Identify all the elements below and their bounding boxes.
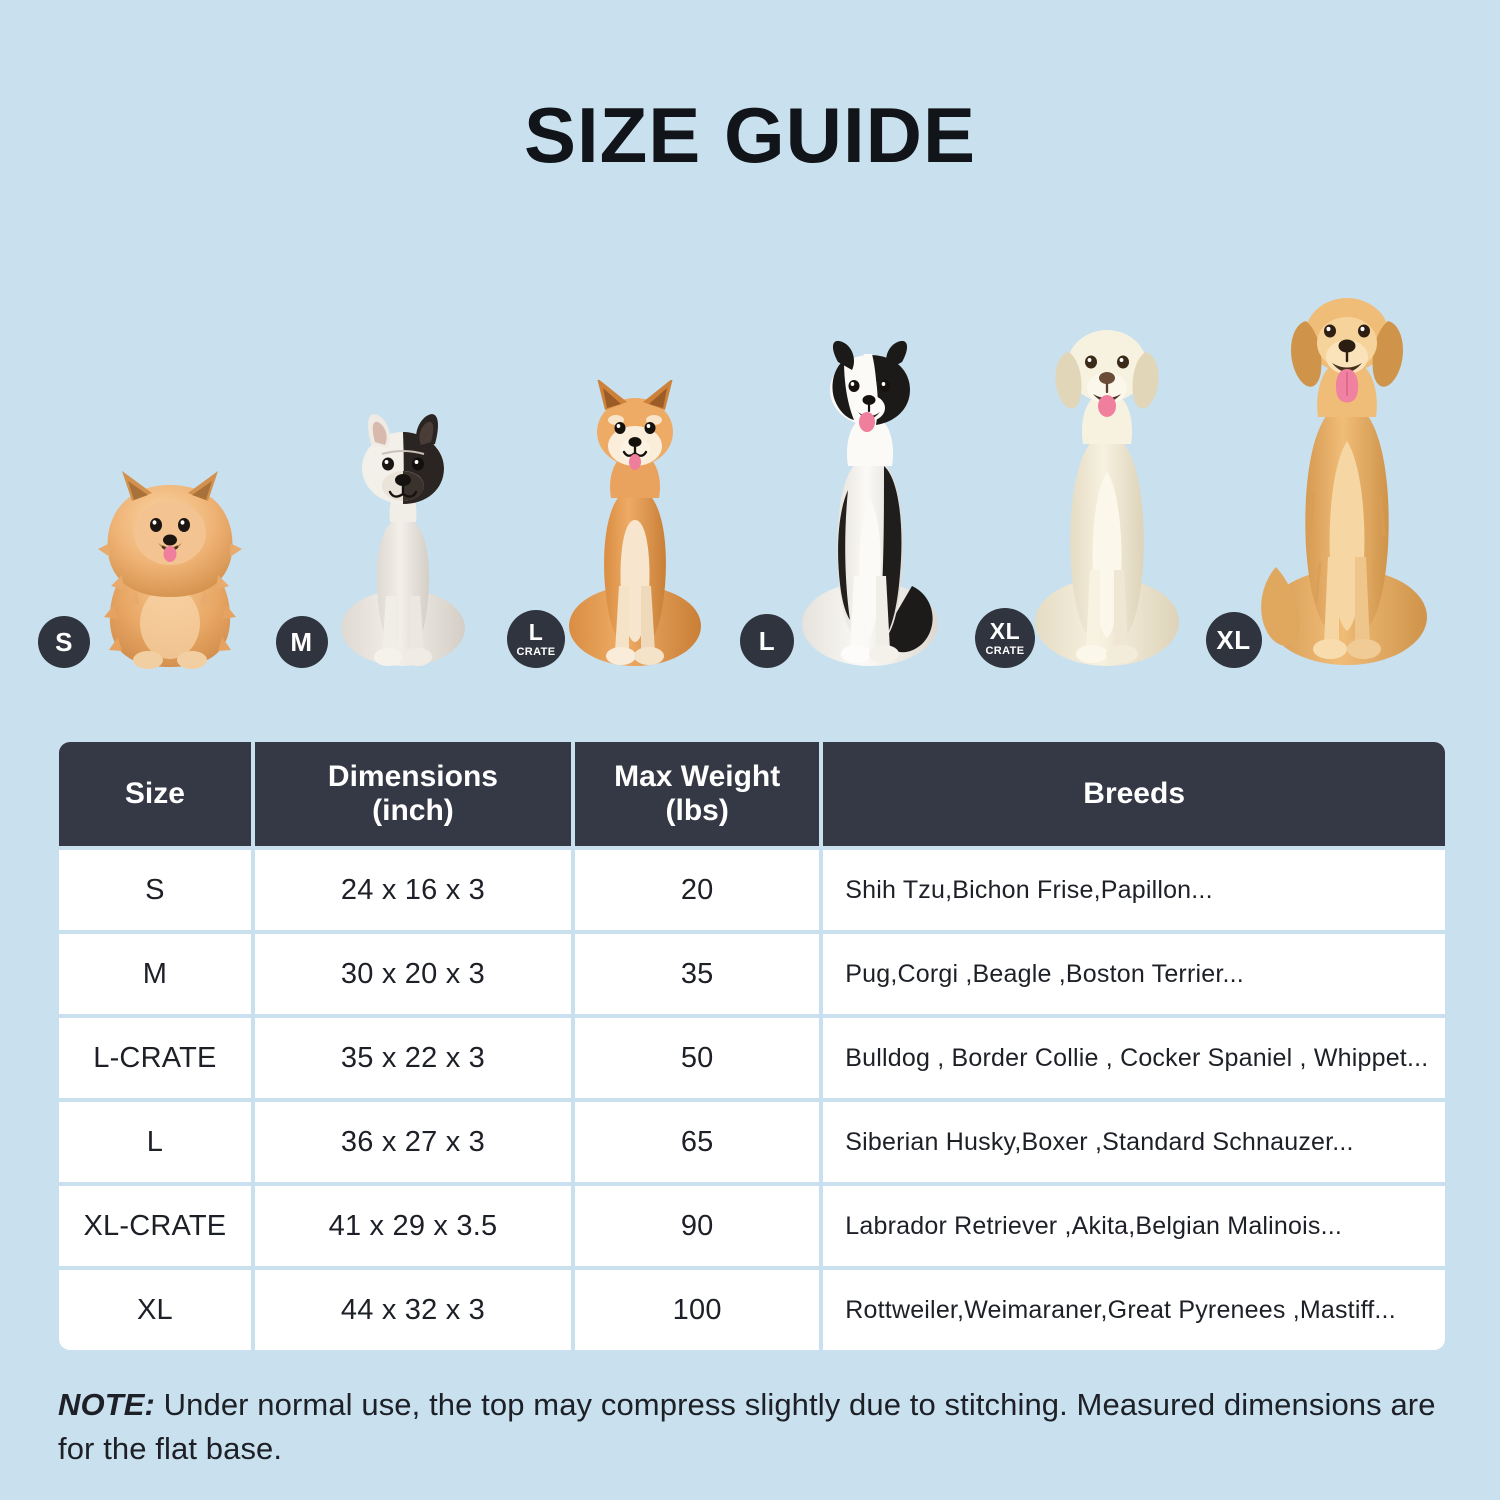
table-row: L 36 x 27 x 3 65 Siberian Husky,Boxer ,S…: [59, 1102, 1445, 1182]
dog-slot-xl: XL: [1205, 295, 1467, 670]
table-row: S 24 x 16 x 3 20 Shih Tzu,Bichon Frise,P…: [59, 850, 1445, 930]
column-header-size: Size: [59, 742, 251, 846]
cell-dimensions: 24 x 16 x 3: [254, 850, 572, 930]
cell-max-weight: 20: [575, 850, 820, 930]
table-header: Size Dimensions (inch) Max Weight (lbs) …: [59, 742, 1445, 846]
cell-size: S: [59, 850, 251, 930]
column-header-max-weight-line1: Max Weight: [614, 759, 781, 793]
size-badge-l-crate-sublabel: CRATE: [516, 645, 556, 658]
size-badge-xl-label: XL: [1216, 625, 1251, 655]
size-badge-xl-crate-label: XL: [989, 617, 1021, 644]
page-title: SIZE GUIDE: [523, 91, 977, 179]
table-header-row: Size Dimensions (inch) Max Weight (lbs) …: [59, 742, 1445, 846]
shiba-inu-illustration: L CRATE: [507, 380, 732, 670]
labrador-illustration: XL CRATE: [975, 322, 1207, 670]
footer-note: NOTE: Under normal use, the top may comp…: [58, 1383, 1438, 1471]
size-badge-m: M: [275, 616, 328, 668]
cell-max-weight: 65: [575, 1102, 820, 1182]
cell-max-weight: 35: [575, 934, 820, 1014]
cell-size: XL: [59, 1270, 251, 1350]
column-header-max-weight-line2: (lbs): [665, 794, 729, 827]
dog-size-lineup: S: [38, 295, 1450, 670]
size-badge-s: S: [38, 616, 90, 668]
french-bulldog-illustration: M: [275, 410, 498, 670]
footer-note-label: NOTE:: [58, 1387, 155, 1422]
column-header-breeds: Breeds: [823, 742, 1445, 846]
dog-slot-l-crate: L CRATE: [507, 380, 752, 670]
footer-note-text: Under normal use, the top may compress s…: [58, 1387, 1436, 1467]
cell-breeds: Shih Tzu,Bichon Frise,Papillon...: [823, 850, 1445, 930]
pomeranian-illustration: S: [38, 455, 270, 670]
size-guide-table: Size Dimensions (inch) Max Weight (lbs) …: [55, 738, 1449, 1354]
cell-size: L: [59, 1102, 251, 1182]
column-header-max-weight: Max Weight (lbs): [575, 742, 820, 846]
cell-breeds: Pug,Corgi ,Beagle ,Boston Terrier...: [823, 934, 1445, 1014]
column-header-dimensions: Dimensions (inch): [254, 742, 572, 846]
cell-dimensions: 41 x 29 x 3.5: [254, 1186, 572, 1266]
size-badge-xl-crate-sublabel: CRATE: [985, 644, 1025, 657]
cell-dimensions: 36 x 27 x 3: [254, 1102, 572, 1182]
size-badge-l-crate: L CRATE: [507, 610, 565, 668]
size-badge-l-crate-label: L: [528, 618, 544, 645]
cell-size: M: [59, 934, 251, 1014]
cell-breeds: Bulldog , Border Collie , Cocker Spaniel…: [823, 1018, 1445, 1098]
size-badge-l-label: L: [758, 626, 776, 656]
golden-retriever-illustration: XL: [1205, 295, 1455, 670]
table-row: L-CRATE 35 x 22 x 3 50 Bulldog , Border …: [59, 1018, 1445, 1098]
cell-max-weight: 90: [575, 1186, 820, 1266]
table-row: M 30 x 20 x 3 35 Pug,Corgi ,Beagle ,Bost…: [59, 934, 1445, 1014]
border-collie-illustration: L: [740, 340, 967, 670]
cell-dimensions: 44 x 32 x 3: [254, 1270, 572, 1350]
column-header-dimensions-line1: Dimensions: [327, 759, 498, 793]
dog-slot-xl-crate: XL CRATE: [975, 322, 1227, 670]
cell-max-weight: 100: [575, 1270, 820, 1350]
dog-slot-s: S: [38, 455, 285, 670]
cell-breeds: Labrador Retriever ,Akita,Belgian Malino…: [823, 1186, 1445, 1266]
column-header-dimensions-line2: (inch): [372, 794, 454, 827]
cell-size: L-CRATE: [59, 1018, 251, 1098]
cell-dimensions: 35 x 22 x 3: [254, 1018, 572, 1098]
cell-breeds: Rottweiler,Weimaraner,Great Pyrenees ,Ma…: [823, 1270, 1445, 1350]
dog-slot-l: L: [740, 340, 987, 670]
table-row: XL 44 x 32 x 3 100 Rottweiler,Weimaraner…: [59, 1270, 1445, 1350]
table-body: S 24 x 16 x 3 20 Shih Tzu,Bichon Frise,P…: [59, 850, 1445, 1350]
size-badge-s-label: S: [55, 627, 73, 657]
cell-dimensions: 30 x 20 x 3: [254, 934, 572, 1014]
table-row: XL-CRATE 41 x 29 x 3.5 90 Labrador Retri…: [59, 1186, 1445, 1266]
dog-slot-m: M: [275, 410, 520, 670]
size-badge-xl-crate: XL CRATE: [975, 608, 1035, 668]
cell-breeds: Siberian Husky,Boxer ,Standard Schnauzer…: [823, 1102, 1445, 1182]
cell-size: XL-CRATE: [59, 1186, 251, 1266]
size-badge-xl: XL: [1205, 612, 1262, 668]
cell-max-weight: 50: [575, 1018, 820, 1098]
size-badge-l: L: [740, 614, 794, 668]
size-badge-m-label: M: [290, 627, 313, 657]
